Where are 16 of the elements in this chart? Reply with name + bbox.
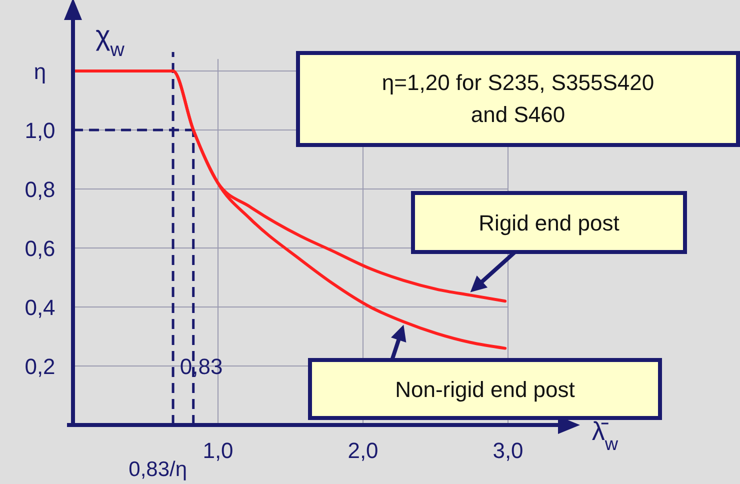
annotation: Rigid end post bbox=[478, 210, 620, 236]
x-tick-label: 1,0 bbox=[202, 438, 234, 463]
x-tick-label: 3,0 bbox=[492, 438, 524, 463]
annotation: Non-rigid end post bbox=[395, 377, 575, 402]
y-tick-label: 0,8 bbox=[24, 177, 56, 202]
y-tick-label: 1,0 bbox=[24, 118, 56, 143]
y-tick-label: η bbox=[34, 59, 46, 84]
y-tick-label: 0,6 bbox=[24, 236, 56, 261]
ref-line-label: 0,83/η bbox=[128, 458, 188, 481]
y-tick-label: 0,4 bbox=[24, 295, 56, 320]
y-tick-label: 0,2 bbox=[24, 354, 56, 379]
x-axis-title: λ̄$_{w}$ bbox=[592, 416, 619, 454]
ref-line-label: 0,83 bbox=[180, 354, 223, 379]
y-axis-title: χ$_{w}$ bbox=[96, 20, 126, 61]
x-tick-label: 2,0 bbox=[348, 438, 378, 463]
annotation: η=1,20 for S235, S355S420 and S460 bbox=[382, 70, 654, 127]
